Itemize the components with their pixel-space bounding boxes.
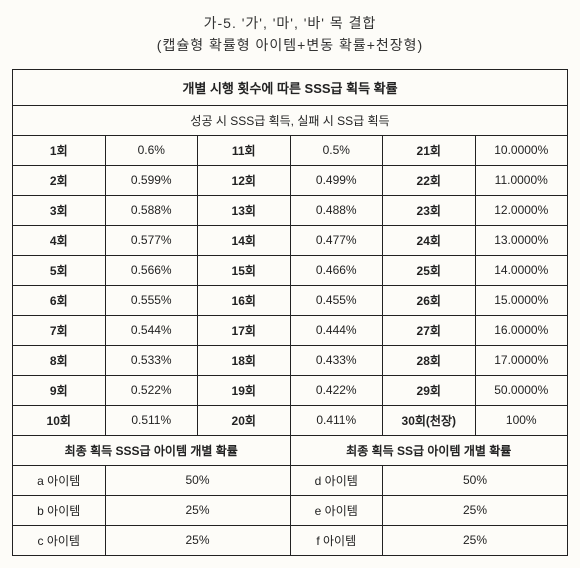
- prob-cell: 0.477%: [290, 225, 383, 255]
- attempt-cell: 5회: [13, 255, 106, 285]
- prob-cell: 0.511%: [105, 405, 198, 435]
- final-row: a 아이템 50% d 아이템 50%: [13, 465, 568, 495]
- trial-row: 4회 0.577% 14회 0.477% 24회 13.0000%: [13, 225, 568, 255]
- trial-row: 2회 0.599% 12회 0.499% 22회 11.0000%: [13, 165, 568, 195]
- sub-header-row: 성공 시 SSS급 획득, 실패 시 SS급 획득: [13, 105, 568, 135]
- prob-cell: 14.0000%: [475, 255, 568, 285]
- prob-cell: 0.488%: [290, 195, 383, 225]
- final-prob-cell: 25%: [383, 525, 568, 555]
- attempt-cell: 16회: [198, 285, 291, 315]
- attempt-cell: 14회: [198, 225, 291, 255]
- prob-cell: 0.555%: [105, 285, 198, 315]
- sub-header: 성공 시 SSS급 획득, 실패 시 SS급 획득: [13, 105, 568, 135]
- prob-cell: 0.444%: [290, 315, 383, 345]
- attempt-cell: 21회: [383, 135, 476, 165]
- prob-cell: 0.533%: [105, 345, 198, 375]
- final-header-row: 최종 획득 SSS급 아이템 개별 확률 최종 획득 SS급 아이템 개별 확률: [13, 435, 568, 465]
- attempt-cell: 6회: [13, 285, 106, 315]
- prob-cell: 0.566%: [105, 255, 198, 285]
- trial-row: 6회 0.555% 16회 0.455% 26회 15.0000%: [13, 285, 568, 315]
- prob-cell: 0.6%: [105, 135, 198, 165]
- final-sss-header: 최종 획득 SSS급 아이템 개별 확률: [13, 435, 291, 465]
- prob-cell: 0.499%: [290, 165, 383, 195]
- final-row: b 아이템 25% e 아이템 25%: [13, 495, 568, 525]
- probability-table: 개별 시행 횟수에 따른 SSS급 획득 확률 성공 시 SSS급 획득, 실패…: [12, 69, 568, 556]
- attempt-cell: 26회: [383, 285, 476, 315]
- attempt-cell: 24회: [383, 225, 476, 255]
- final-prob-cell: 25%: [105, 525, 290, 555]
- trial-row: 5회 0.566% 15회 0.466% 25회 14.0000%: [13, 255, 568, 285]
- prob-cell: 0.411%: [290, 405, 383, 435]
- trial-row: 9회 0.522% 19회 0.422% 29회 50.0000%: [13, 375, 568, 405]
- prob-cell: 100%: [475, 405, 568, 435]
- attempt-cell: 19회: [198, 375, 291, 405]
- prob-cell: 0.544%: [105, 315, 198, 345]
- attempt-cell: 27회: [383, 315, 476, 345]
- attempt-cell: 29회: [383, 375, 476, 405]
- prob-cell: 17.0000%: [475, 345, 568, 375]
- prob-cell: 0.588%: [105, 195, 198, 225]
- final-row: c 아이템 25% f 아이템 25%: [13, 525, 568, 555]
- attempt-cell: 30회(천장): [383, 405, 476, 435]
- attempt-cell: 28회: [383, 345, 476, 375]
- attempt-cell: 8회: [13, 345, 106, 375]
- prob-cell: 0.599%: [105, 165, 198, 195]
- attempt-cell: 10회: [13, 405, 106, 435]
- attempt-cell: 11회: [198, 135, 291, 165]
- attempt-cell: 1회: [13, 135, 106, 165]
- final-item-cell: f 아이템: [290, 525, 383, 555]
- prob-cell: 0.433%: [290, 345, 383, 375]
- prob-cell: 0.577%: [105, 225, 198, 255]
- attempt-cell: 7회: [13, 315, 106, 345]
- prob-cell: 0.455%: [290, 285, 383, 315]
- prob-cell: 16.0000%: [475, 315, 568, 345]
- trial-row: 3회 0.588% 13회 0.488% 23회 12.0000%: [13, 195, 568, 225]
- attempt-cell: 12회: [198, 165, 291, 195]
- attempt-cell: 25회: [383, 255, 476, 285]
- title-line-2: (캡슐형 확률형 아이템+변동 확률+천장형): [12, 34, 568, 56]
- attempt-cell: 13회: [198, 195, 291, 225]
- prob-cell: 13.0000%: [475, 225, 568, 255]
- attempt-cell: 20회: [198, 405, 291, 435]
- title-block: 가-5. '가', '마', '바' 목 결합 (캡슐형 확률형 아이템+변동 …: [12, 12, 568, 57]
- trial-row: 10회 0.511% 20회 0.411% 30회(천장) 100%: [13, 405, 568, 435]
- final-prob-cell: 25%: [383, 495, 568, 525]
- final-item-cell: e 아이템: [290, 495, 383, 525]
- prob-cell: 15.0000%: [475, 285, 568, 315]
- final-prob-cell: 50%: [105, 465, 290, 495]
- attempt-cell: 4회: [13, 225, 106, 255]
- title-line-1: 가-5. '가', '마', '바' 목 결합: [12, 12, 568, 34]
- final-ss-header: 최종 획득 SS급 아이템 개별 확률: [290, 435, 568, 465]
- prob-cell: 0.5%: [290, 135, 383, 165]
- attempt-cell: 17회: [198, 315, 291, 345]
- final-item-cell: c 아이템: [13, 525, 106, 555]
- trial-row: 7회 0.544% 17회 0.444% 27회 16.0000%: [13, 315, 568, 345]
- prob-cell: 50.0000%: [475, 375, 568, 405]
- prob-cell: 10.0000%: [475, 135, 568, 165]
- final-prob-cell: 50%: [383, 465, 568, 495]
- attempt-cell: 22회: [383, 165, 476, 195]
- main-header: 개별 시행 횟수에 따른 SSS급 획득 확률: [13, 69, 568, 105]
- attempt-cell: 3회: [13, 195, 106, 225]
- prob-cell: 0.522%: [105, 375, 198, 405]
- attempt-cell: 9회: [13, 375, 106, 405]
- trial-row: 8회 0.533% 18회 0.433% 28회 17.0000%: [13, 345, 568, 375]
- attempt-cell: 23회: [383, 195, 476, 225]
- main-header-row: 개별 시행 횟수에 따른 SSS급 획득 확률: [13, 69, 568, 105]
- attempt-cell: 18회: [198, 345, 291, 375]
- prob-cell: 0.422%: [290, 375, 383, 405]
- final-item-cell: b 아이템: [13, 495, 106, 525]
- final-prob-cell: 25%: [105, 495, 290, 525]
- trial-row: 1회 0.6% 11회 0.5% 21회 10.0000%: [13, 135, 568, 165]
- prob-cell: 12.0000%: [475, 195, 568, 225]
- prob-cell: 11.0000%: [475, 165, 568, 195]
- final-item-cell: d 아이템: [290, 465, 383, 495]
- final-item-cell: a 아이템: [13, 465, 106, 495]
- attempt-cell: 2회: [13, 165, 106, 195]
- prob-cell: 0.466%: [290, 255, 383, 285]
- attempt-cell: 15회: [198, 255, 291, 285]
